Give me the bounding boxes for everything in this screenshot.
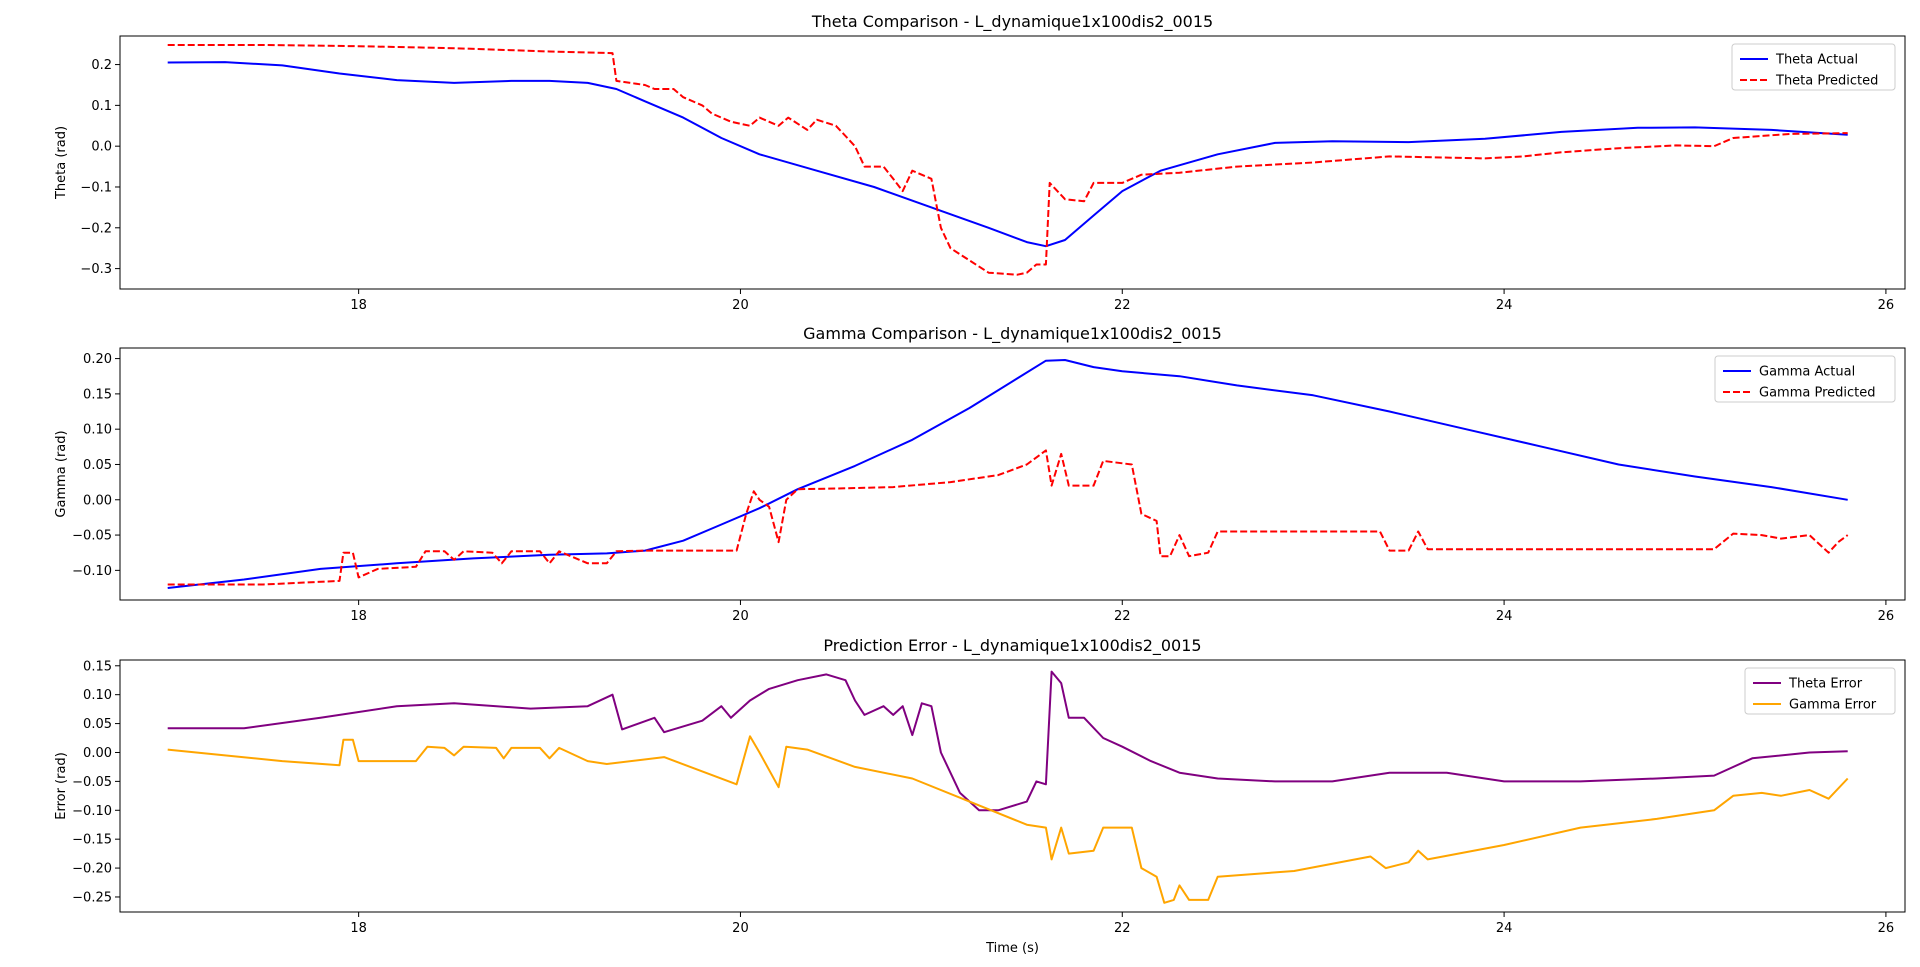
- x-tick-label-26: 26: [1878, 298, 1895, 313]
- x-tick-label-18: 18: [350, 298, 367, 313]
- prediction-error-panel: 18 20 22 24 26 −0.25 −0.20 −0.15 −0.10 −0.05 0.00 0…: [54, 636, 1906, 956]
- legend-label-gamma-error: Gamma Error: [1789, 698, 1877, 713]
- legend: Theta Error Gamma Error: [1744, 667, 1896, 715]
- plot-frame: [119, 347, 1906, 601]
- x-tick-label-22: 22: [1114, 298, 1131, 313]
- legend-label-gamma-predicted: Gamma Predicted: [1759, 386, 1876, 401]
- y-tick-label-m0_1: −0.1: [80, 180, 112, 195]
- x-tick-label-24: 24: [1496, 298, 1513, 313]
- x-tick-label-24: 24: [1496, 609, 1513, 624]
- y-tick-label-0_1: 0.1: [91, 99, 112, 114]
- x-tick-label-20: 20: [732, 921, 749, 936]
- legend-box: [1744, 667, 1896, 715]
- series-line-theta-error: [167, 670, 1848, 812]
- series-line-gamma-actual: [167, 359, 1848, 589]
- y-tick-label-0_15: 0.15: [83, 659, 112, 674]
- series-line-gamma-predicted: [167, 449, 1849, 586]
- x-tick-label-20: 20: [732, 298, 749, 313]
- x-tick-label-22: 22: [1114, 609, 1131, 624]
- x-tick-label-26: 26: [1878, 921, 1895, 936]
- y-tick-label-0_05: 0.05: [83, 717, 112, 732]
- plot-frame: [119, 659, 1906, 913]
- y-tick-label-m0_05: −0.05: [72, 775, 112, 790]
- y-tick-label-0: 0.0: [91, 140, 112, 155]
- y-tick-label-0_1: 0.10: [83, 688, 112, 703]
- x-tick-label-24: 24: [1496, 921, 1513, 936]
- y-axis-label: Theta (rad): [54, 126, 69, 200]
- y-tick-label-0_15: 0.15: [83, 387, 112, 402]
- y-tick-label-0_1: 0.10: [83, 423, 112, 438]
- y-axis-label: Error (rad): [54, 752, 69, 820]
- y-tick-label-m0_1: −0.10: [72, 804, 112, 819]
- y-tick-label-m0_15: −0.15: [72, 833, 112, 848]
- y-tick-label-m0_1: −0.10: [72, 564, 112, 579]
- y-tick-label-m0_2: −0.20: [72, 862, 112, 877]
- legend-box: [1731, 43, 1896, 91]
- y-tick-label-m0_3: −0.3: [80, 262, 112, 277]
- y-tick-label-0_2: 0.2: [91, 58, 112, 73]
- legend: Theta Actual Theta Predicted: [1731, 43, 1896, 91]
- x-axis-label: Time (s): [985, 941, 1039, 956]
- x-tick-label-18: 18: [350, 921, 367, 936]
- y-tick-label-0_2: 0.20: [83, 352, 112, 367]
- theta-comparison-panel: 18 20 22 24 26 −0.3 −0.2 −0.1 0.0 0.1 0.2 Theta Com…: [54, 12, 1906, 313]
- x-tick-label-26: 26: [1878, 609, 1895, 624]
- chart-title: Prediction Error - L_dynamique1x100dis2_…: [823, 636, 1201, 656]
- chart-title: Theta Comparison - L_dynamique1x100dis2_…: [811, 12, 1213, 32]
- y-tick-label-0_05: 0.05: [83, 458, 112, 473]
- x-tick-label-22: 22: [1114, 921, 1131, 936]
- x-tick-label-20: 20: [732, 609, 749, 624]
- legend-label-theta-actual: Theta Actual: [1775, 53, 1858, 68]
- legend-label-theta-predicted: Theta Predicted: [1775, 74, 1878, 89]
- y-tick-label-m0_05: −0.05: [72, 529, 112, 544]
- plot-frame: [119, 35, 1906, 290]
- x-tick-label-18: 18: [350, 609, 367, 624]
- y-tick-label-m0_2: −0.2: [80, 221, 112, 236]
- series-line-theta-predicted: [167, 44, 1848, 276]
- y-tick-label-m0_25: −0.25: [72, 890, 112, 905]
- legend-box: [1714, 355, 1896, 403]
- legend-label-theta-error: Theta Error: [1788, 677, 1863, 692]
- chart-title: Gamma Comparison - L_dynamique1x100dis2_…: [803, 324, 1222, 344]
- y-tick-label-0: 0.00: [83, 493, 112, 508]
- y-axis-label: Gamma (rad): [54, 430, 69, 517]
- series-line-gamma-error: [167, 735, 1849, 904]
- legend-label-gamma-actual: Gamma Actual: [1759, 365, 1855, 380]
- gamma-comparison-panel: 18 20 22 24 26 −0.10 −0.05 0.00 0.05 0.10 0.15 0.20…: [54, 324, 1906, 624]
- series-line-theta-actual: [167, 61, 1848, 248]
- y-tick-label-0: 0.00: [83, 746, 112, 761]
- legend: Gamma Actual Gamma Predicted: [1714, 355, 1896, 403]
